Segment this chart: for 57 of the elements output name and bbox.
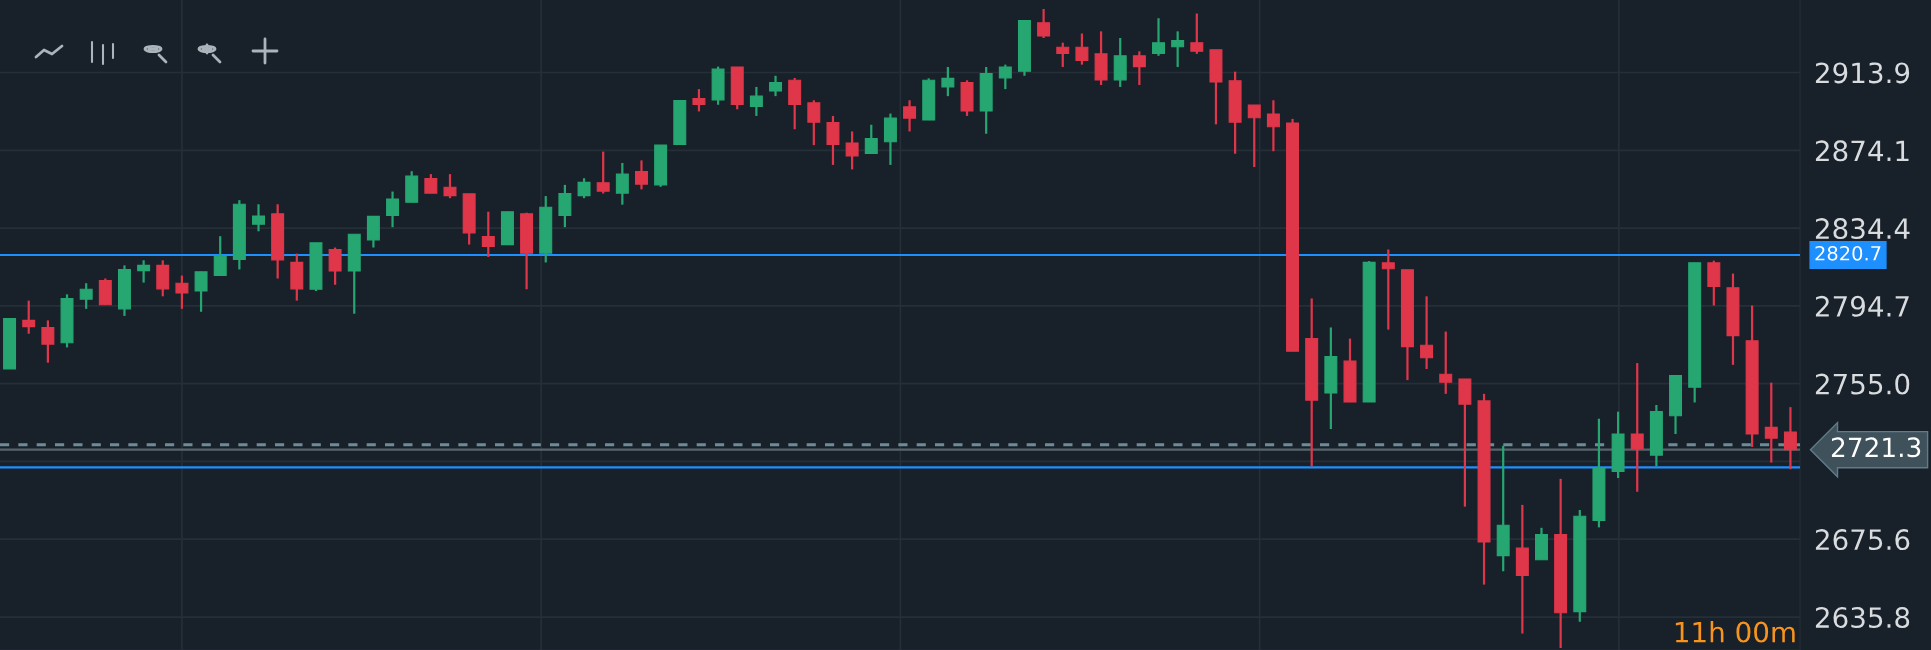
candlestick: [137, 259, 151, 284]
y-tick-label: 2874.1: [1815, 140, 1909, 162]
candlestick: [807, 99, 821, 147]
candlestick: [577, 177, 591, 200]
y-tick-label: 2834.4: [1815, 218, 1910, 240]
candlestick: [1152, 17, 1166, 57]
candlestick: [424, 172, 438, 195]
candlestick: [252, 203, 266, 233]
candlestick: [1190, 12, 1204, 55]
candlestick: [41, 319, 55, 364]
candlestick: [769, 74, 783, 98]
candlestick: [883, 112, 897, 167]
ref-line-label: 2721.3: [1831, 437, 1921, 458]
candlestick: [615, 161, 629, 206]
candlestick: [1037, 7, 1051, 40]
candlestick: [194, 270, 208, 313]
candlestick: [1630, 361, 1644, 493]
annotation: 11h 00m: [1675, 621, 1795, 643]
candlestick: [1420, 295, 1434, 371]
candlestick: [903, 99, 917, 133]
candlestick: [1783, 406, 1797, 471]
ref-line-label: 2820.7: [1815, 245, 1881, 261]
candlestick: [79, 282, 93, 310]
candlestick: [386, 190, 400, 229]
candlestick: [1171, 30, 1185, 69]
y-tick-label: 2755.0: [1815, 373, 1910, 395]
candlestick: [1439, 330, 1453, 395]
candlestick: [692, 88, 706, 113]
y-tick-label: 2794.7: [1815, 295, 1909, 317]
candlestick: [213, 235, 227, 277]
candlestick: [1707, 259, 1721, 307]
candlestick: [864, 123, 878, 155]
candlestick: [481, 210, 495, 259]
candlestick: [1247, 104, 1261, 169]
candlestick: [156, 259, 170, 298]
candlestick: [826, 114, 840, 167]
candlestick: [634, 159, 648, 191]
candlestick: [1075, 32, 1089, 66]
candlestick: [845, 130, 859, 171]
candlestick: [941, 65, 955, 98]
candlestick: [749, 85, 763, 118]
candlestick: [328, 246, 342, 286]
candlestick: [558, 183, 572, 229]
candlestick: [1764, 381, 1778, 464]
y-tick-label: 2675.6: [1815, 529, 1910, 551]
y-tick-label: 2635.8: [1815, 607, 1910, 629]
candlestick: [175, 274, 189, 310]
candlestick: [998, 63, 1012, 91]
y-tick-label: 2913.9: [1815, 62, 1910, 84]
candlestick: [22, 299, 36, 335]
candlestick: [443, 172, 457, 200]
candlestick: [1381, 248, 1395, 331]
candlestick: [1056, 41, 1070, 69]
candlestick: [366, 215, 380, 249]
candlestick: [1132, 50, 1146, 87]
candlestick: [1266, 99, 1280, 153]
candlestick: [596, 150, 610, 195]
